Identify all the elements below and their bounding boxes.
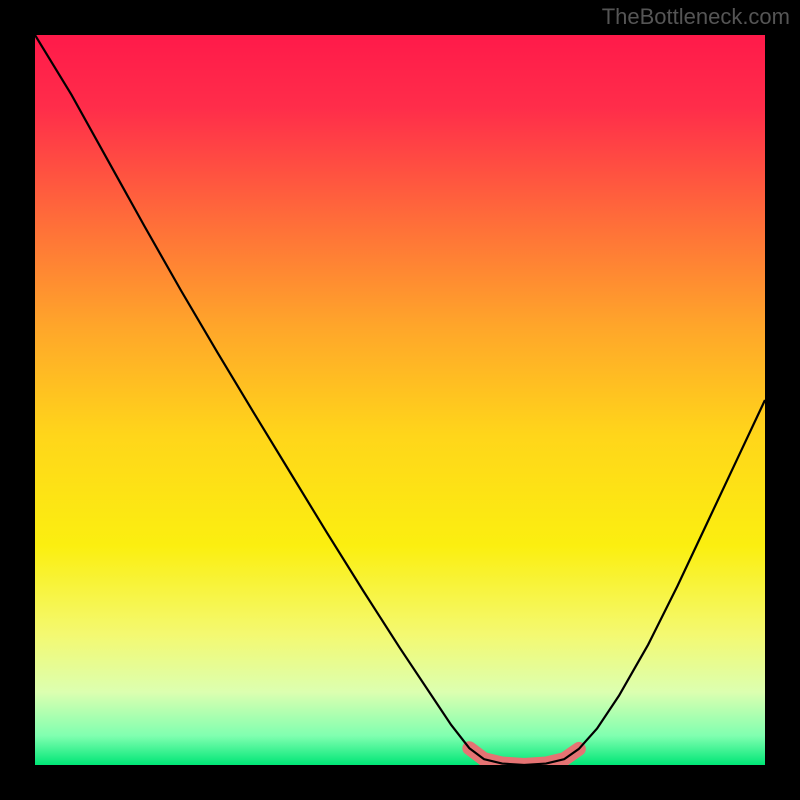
chart-svg	[35, 35, 765, 765]
watermark-text: TheBottleneck.com	[602, 4, 790, 30]
trough-marker	[469, 748, 578, 765]
bottleneck-curve	[35, 35, 765, 765]
plot-area	[35, 35, 765, 765]
